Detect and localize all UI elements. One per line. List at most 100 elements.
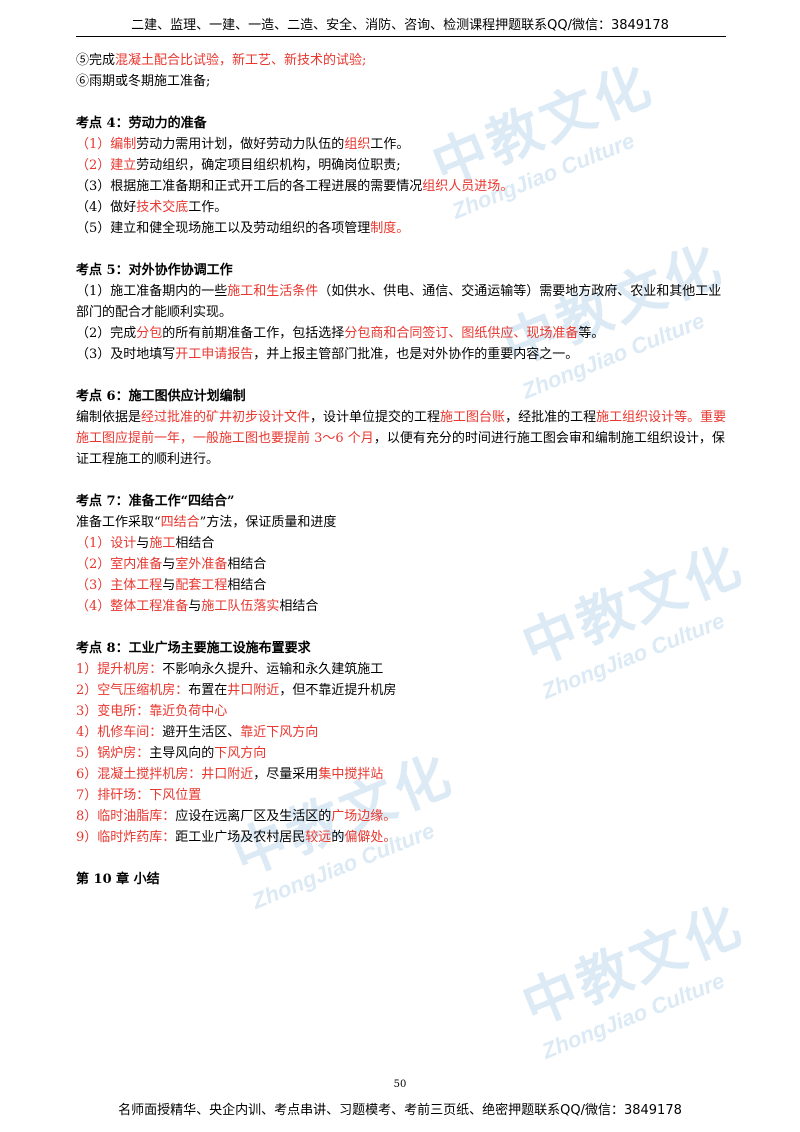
body-text: ，设计单位提交的工程	[310, 410, 441, 425]
list-item: （1）施工准备期内的一些施工和生活条件（如供水、供电、通信、交通运输等）需要地方…	[76, 281, 730, 323]
body-text: ，但不靠近提升机房	[279, 683, 397, 698]
body-text: ⑥雨期或冬期施工准备;	[76, 74, 211, 89]
highlight-text: 下风方向	[214, 746, 267, 761]
list-item: （2）建立劳动组织，确定项目组织机构，明确岗位职责;	[76, 155, 730, 176]
paragraph: 编制依据是经过批准的矿井初步设计文件，设计单位提交的工程施工图台账，经批准的工程…	[76, 407, 730, 470]
body-text: ”方法，保证质量和进度	[199, 515, 337, 530]
highlight-text: 6）混凝土搅拌机房：	[76, 767, 202, 782]
section-title-8: 考点 8：工业广场主要施工设施布置要求	[76, 641, 311, 656]
body-text: 等。	[578, 326, 605, 341]
section-title-6: 考点 6：施工图供应计划编制	[76, 389, 246, 404]
body-text: 应设在远离厂区及生活区的	[175, 809, 332, 824]
highlight-text: 施工	[149, 536, 176, 551]
highlight-text: 四结合	[160, 515, 200, 530]
list-item: 9）临时炸药库：距工业广场及农村居民较远的偏僻处。	[76, 827, 730, 848]
highlight-text: 5）锅炉房：	[76, 746, 150, 761]
highlight-text: 集中搅拌站	[318, 767, 384, 782]
top-items: ⑤完成混凝土配合比试验，新工艺、新技术的试验; ⑥雨期或冬期施工准备;	[76, 50, 730, 92]
highlight-text: 4）机修车间：	[76, 725, 163, 740]
highlight-text: 经过批准的矿井初步设计文件	[141, 410, 311, 425]
body-text: （4）做好	[76, 200, 137, 215]
highlight-text: 施工图台账	[440, 410, 506, 425]
body-text: 与	[188, 599, 202, 614]
highlight-text: 制度。	[370, 221, 410, 236]
body-text: 劳动组织，确定项目组织机构，明确岗位职责;	[136, 158, 401, 173]
body-text: 劳动力需用计划，做好劳动力队伍的	[136, 137, 345, 152]
highlight-text: 偏僻处。	[344, 830, 397, 845]
list-item: （1）设计与施工相结合	[76, 533, 730, 554]
body-text: （1）施工准备期内的一些	[76, 284, 228, 299]
highlight-text: 配套工程	[175, 578, 228, 593]
body-text: 相结合	[279, 599, 319, 614]
section-title-5: 考点 5：对外协作协调工作	[76, 263, 233, 278]
chapter-title: 第 10 章 小结	[76, 872, 160, 887]
list-item: （2）室内准备与室外准备相结合	[76, 554, 730, 575]
list-item: 8）临时油脂库：应设在远离厂区及生活区的广场边缘。	[76, 806, 730, 827]
list-item: （5）建立和健全现场施工以及劳动组织的各项管理制度。	[76, 218, 730, 239]
highlight-text: （1）	[76, 137, 111, 152]
body-text: 与	[136, 536, 150, 551]
list-item: ⑥雨期或冬期施工准备;	[76, 71, 730, 92]
highlight-text: （1）	[76, 536, 111, 551]
highlight-text: 室内准备	[110, 557, 163, 572]
list-item: （4）整体工程准备与施工队伍落实相结合	[76, 596, 730, 617]
highlight-text: 分包商和合同签订、图纸供应、现场准备	[344, 326, 579, 341]
body-text: 工作。	[370, 137, 410, 152]
highlight-text: 3）变电所：靠近负荷中心	[76, 704, 228, 719]
list-item: 3）变电所：靠近负荷中心	[76, 701, 730, 722]
body-text: （2）完成	[76, 326, 137, 341]
body-text: 不影响永久提升、运输和永久建筑施工	[162, 662, 384, 677]
header-rule	[76, 36, 726, 37]
section-title-4: 考点 4：劳动力的准备	[76, 116, 207, 131]
body-text: 的所有前期准备工作，包括选择	[162, 326, 345, 341]
highlight-text: 施工队伍落实	[201, 599, 280, 614]
highlight-text: 8）临时油脂库：	[76, 809, 176, 824]
body-text: 编制依据是	[76, 410, 142, 425]
list-item: 2）空气压缩机房：布置在井口附近，但不靠近提升机房	[76, 680, 730, 701]
highlight-text: 编制	[110, 137, 137, 152]
list-item: 7）排矸场：下风位置	[76, 785, 730, 806]
highlight-text: 主体工程	[110, 578, 163, 593]
list-item: （3）及时地填写开工申请报告，并上报主管部门批准，也是对外协作的重要内容之一。	[76, 344, 730, 365]
list-item: 1）提升机房：不影响永久提升、运输和永久建筑施工	[76, 659, 730, 680]
watermark: 中教文化 ZhongJiao Culture	[514, 894, 752, 1064]
list-item: （4）做好技术交底工作。	[76, 197, 730, 218]
highlight-text: 整体工程准备	[110, 599, 189, 614]
body-text: （3）根据施工准备期和正式开工后的各工程进展的需要情况	[76, 179, 423, 194]
body-text: 与	[162, 578, 176, 593]
page-body: ⑤完成混凝土配合比试验，新工艺、新技术的试验; ⑥雨期或冬期施工准备; 考点 4…	[76, 50, 730, 890]
highlight-text: 混凝土配合比试验，新工艺、新技术的试验;	[115, 53, 367, 68]
highlight-text: 组织	[344, 137, 371, 152]
body-text: ⑤完成	[76, 53, 116, 68]
body-text: 距工业广场及农村居民	[175, 830, 306, 845]
body-text: （3）及时地填写	[76, 347, 176, 362]
highlight-text: 建立	[110, 158, 137, 173]
body-text: 相结合	[227, 557, 267, 572]
highlight-text: 7）排矸场：下风位置	[76, 788, 202, 803]
highlight-text: 井口附近	[227, 683, 280, 698]
highlight-text: 广场边缘。	[331, 809, 397, 824]
highlight-text: 开工申请报告	[175, 347, 254, 362]
paragraph: 准备工作采取“四结合”方法，保证质量和进度	[76, 512, 730, 533]
highlight-text: （4）	[76, 599, 111, 614]
highlight-text: 设计	[110, 536, 137, 551]
section-title-7: 考点 7：准备工作“四结合”	[76, 494, 235, 509]
highlight-text: 靠近下风方向	[240, 725, 319, 740]
body-text: 的	[331, 830, 345, 845]
highlight-text: （3）	[76, 578, 111, 593]
highlight-text: 施工和生活条件	[227, 284, 319, 299]
highlight-text: 室外准备	[175, 557, 228, 572]
body-text: （5）建立和健全现场施工以及劳动组织的各项管理	[76, 221, 371, 236]
body-text: 相结合	[227, 578, 267, 593]
body-text: ，尽量采用	[253, 767, 319, 782]
page-footer: 名师面授精华、央企内训、考点串讲、习题模考、考前三页纸、绝密押题联系QQ/微信：…	[118, 1103, 682, 1118]
highlight-text: 分包	[136, 326, 163, 341]
body-text: ，以便有充分的时间进行施工图会审和编制施工组织设计，保证工程施工的顺利进行。	[76, 431, 725, 467]
body-text: 避开生活区、	[162, 725, 241, 740]
body-text: ，并上报主管部门批准，也是对外协作的重要内容之一。	[253, 347, 579, 362]
highlight-text: 组织人员进场。	[422, 179, 514, 194]
highlight-text: 技术交底	[136, 200, 189, 215]
list-item: ⑤完成混凝土配合比试验，新工艺、新技术的试验;	[76, 50, 730, 71]
body-text: 工作。	[188, 200, 228, 215]
body-text: ，经批准的工程	[505, 410, 597, 425]
